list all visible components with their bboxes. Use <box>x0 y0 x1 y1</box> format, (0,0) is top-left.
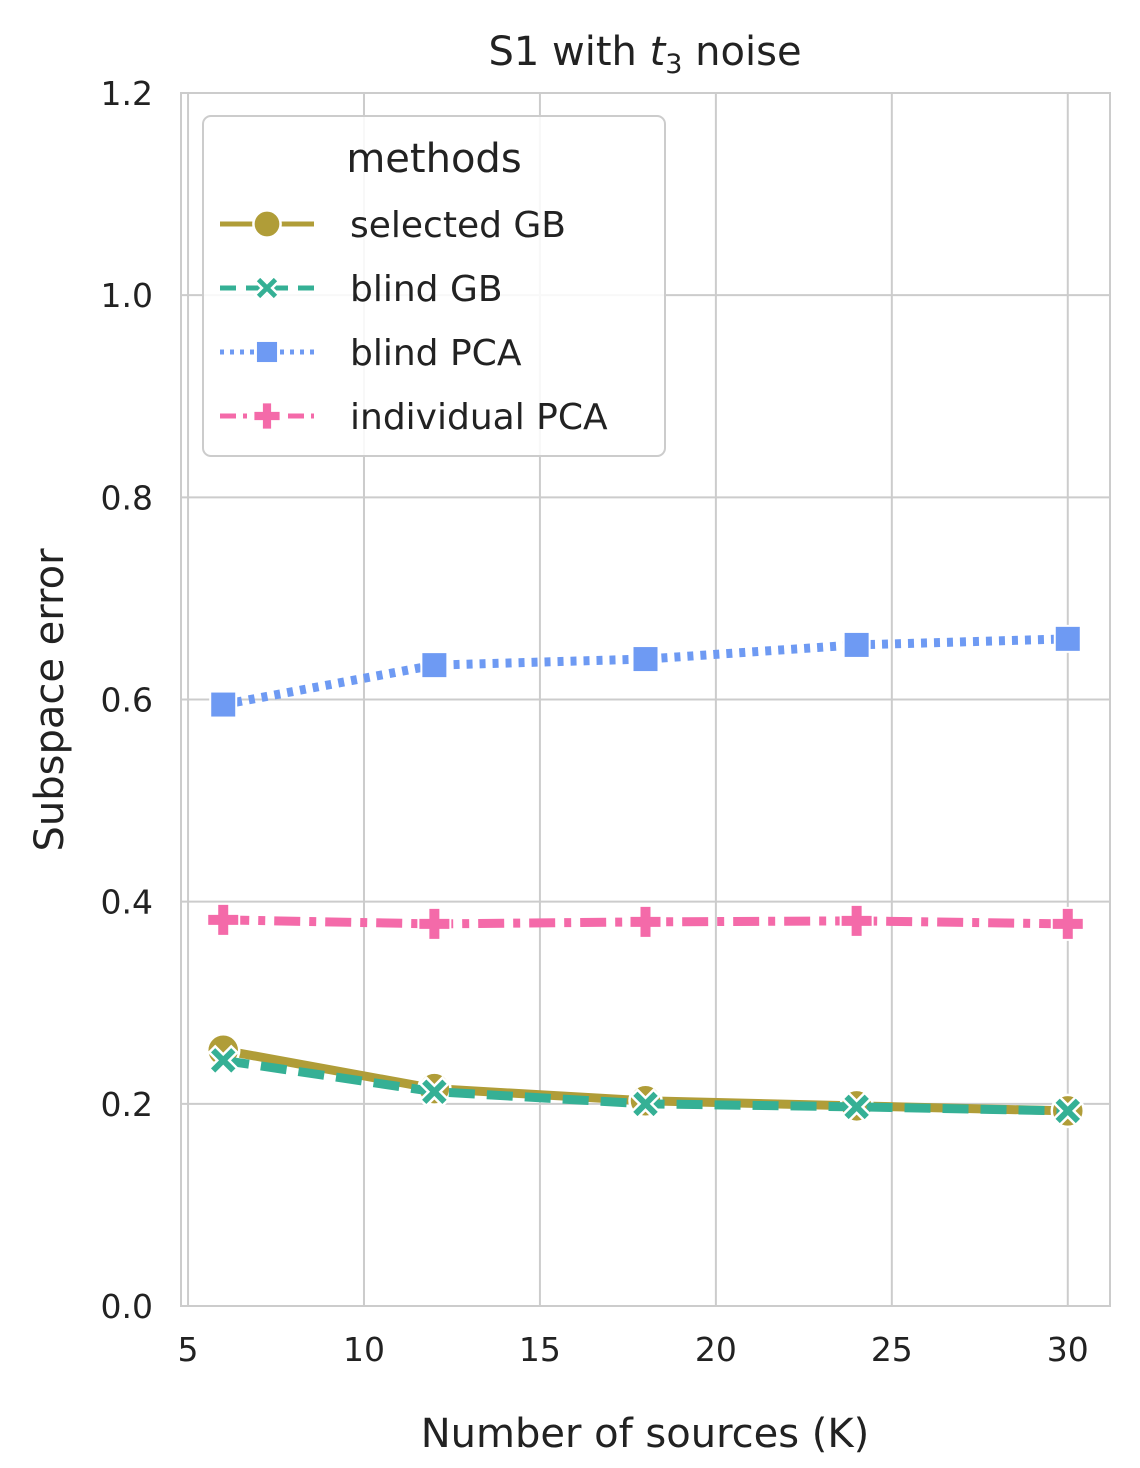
data-point-individual-pca <box>417 906 452 941</box>
legend-item-blind-pca: blind PCA <box>220 333 522 374</box>
legend-label: blind PCA <box>350 333 522 374</box>
data-point-blind-gb <box>629 1088 662 1120</box>
data-point-blind-pca <box>209 690 238 719</box>
x-tick-label: 5 <box>178 1330 199 1369</box>
data-point-blind-pca <box>631 645 660 674</box>
legend-marker <box>252 209 282 239</box>
y-axis-label: Subspace error <box>27 548 73 852</box>
data-point-blind-gb <box>418 1075 451 1108</box>
x-tick-label: 10 <box>343 1330 385 1369</box>
series-blind-pca <box>209 624 1082 719</box>
legend-title: methods <box>346 136 521 182</box>
series-line-blind-pca <box>222 634 1068 709</box>
y-tick-label: 0.2 <box>101 1085 153 1124</box>
chart-title: S1 with t3 noise <box>488 29 801 80</box>
data-point-individual-pca <box>1050 906 1085 941</box>
legend-label: blind GB <box>350 269 503 310</box>
legend-item-blind-gb: blind GB <box>220 269 503 310</box>
y-tick-label: 1.2 <box>101 74 153 113</box>
legend: methods selected GB blind GB blind PCA indi… <box>202 115 666 457</box>
chart-title-suffix: noise <box>682 29 801 75</box>
y-tick-label: 1.0 <box>101 276 153 315</box>
x-tick-label: 20 <box>695 1330 737 1369</box>
y-tick-label: 0.4 <box>101 883 153 922</box>
y-tick-label: 0.6 <box>101 681 153 720</box>
x-tick-label: 30 <box>1047 1330 1089 1369</box>
data-point-individual-pca <box>839 903 874 938</box>
data-point-individual-pca <box>206 902 241 937</box>
legend-label: individual PCA <box>350 397 608 438</box>
legend-item-individual-pca: individual PCA <box>220 397 608 438</box>
legend-marker <box>252 401 282 431</box>
series-blind-gb <box>207 1044 1084 1127</box>
series-layer <box>205 624 1086 1129</box>
x-axis-label: Number of sources (K) <box>421 1411 870 1457</box>
data-point-individual-pca <box>628 904 663 939</box>
y-tick-label: 0.8 <box>101 478 153 517</box>
data-point-blind-gb <box>1052 1095 1084 1127</box>
data-point-blind-pca <box>842 630 871 659</box>
chart-title-math-var: t <box>650 29 667 75</box>
x-tick-label: 25 <box>871 1330 913 1369</box>
data-point-blind-pca <box>420 651 449 680</box>
plot-frame <box>180 92 1111 1307</box>
data-point-blind-pca <box>1053 624 1082 653</box>
legend-marker <box>254 339 280 365</box>
series-individual-pca <box>206 902 1085 941</box>
y-tick-label: 0.0 <box>101 1287 153 1326</box>
legend-box <box>202 115 666 457</box>
data-point-blind-gb <box>840 1091 873 1123</box>
chart-title-subscript: 3 <box>665 49 682 80</box>
legend-label: selected GB <box>350 205 566 246</box>
x-tick-label: 15 <box>519 1330 561 1369</box>
tick-labels: 5 10 15 20 25 30 0.0 0.2 0.4 0.6 0.8 1.0 1.2 <box>101 74 1089 1369</box>
chart-title-prefix: S1 with <box>488 29 649 75</box>
data-point-blind-gb <box>207 1044 239 1077</box>
legend-marker <box>253 274 281 302</box>
legend-item-selected-gb: selected GB <box>220 205 566 246</box>
